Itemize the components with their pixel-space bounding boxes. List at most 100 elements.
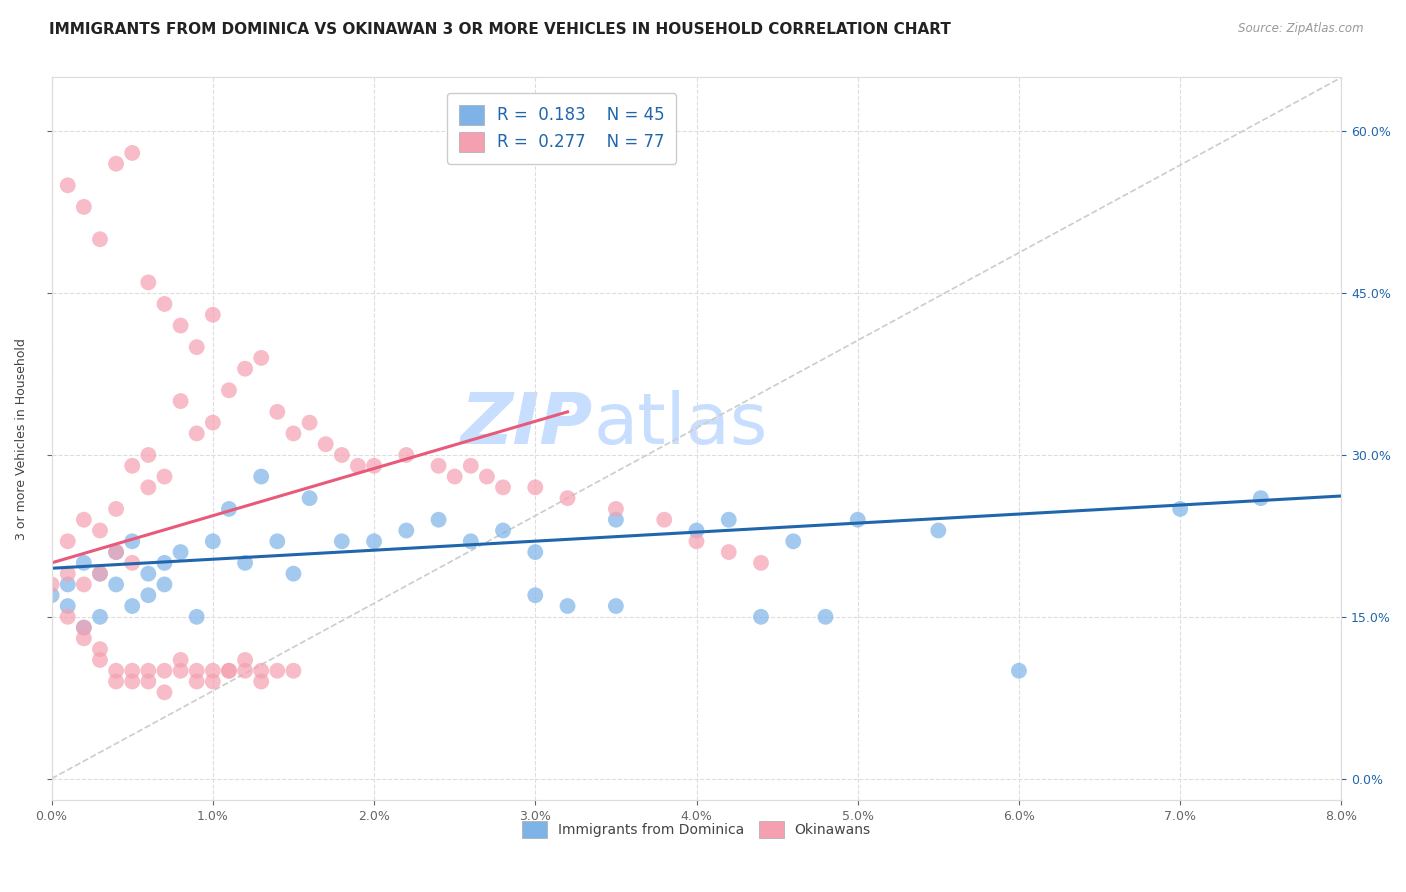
Point xyxy=(89,232,111,246)
Point xyxy=(121,458,143,473)
Point xyxy=(89,642,111,657)
Point xyxy=(443,469,465,483)
Point xyxy=(89,566,111,581)
Point xyxy=(201,534,224,549)
Text: atlas: atlas xyxy=(593,390,768,458)
Point xyxy=(105,502,128,516)
Point xyxy=(1250,491,1272,505)
Point xyxy=(717,513,740,527)
Point xyxy=(395,524,418,538)
Point xyxy=(201,664,224,678)
Point xyxy=(298,416,321,430)
Point xyxy=(56,178,79,193)
Point xyxy=(475,469,498,483)
Point xyxy=(169,664,191,678)
Point xyxy=(460,458,482,473)
Point xyxy=(201,308,224,322)
Point xyxy=(685,524,707,538)
Point xyxy=(138,664,160,678)
Point xyxy=(266,664,288,678)
Point xyxy=(89,609,111,624)
Point xyxy=(153,556,176,570)
Point xyxy=(524,588,547,602)
Text: IMMIGRANTS FROM DOMINICA VS OKINAWAN 3 OR MORE VEHICLES IN HOUSEHOLD CORRELATION: IMMIGRANTS FROM DOMINICA VS OKINAWAN 3 O… xyxy=(49,22,950,37)
Point xyxy=(121,674,143,689)
Point xyxy=(89,653,111,667)
Point xyxy=(218,664,240,678)
Point xyxy=(138,588,160,602)
Point xyxy=(153,469,176,483)
Point xyxy=(73,632,96,646)
Point xyxy=(138,448,160,462)
Point xyxy=(233,653,256,667)
Point xyxy=(41,588,63,602)
Point xyxy=(186,426,208,441)
Y-axis label: 3 or more Vehicles in Household: 3 or more Vehicles in Household xyxy=(15,338,28,540)
Point xyxy=(121,664,143,678)
Point xyxy=(266,405,288,419)
Point xyxy=(524,480,547,494)
Point xyxy=(557,599,579,613)
Point xyxy=(492,480,515,494)
Point xyxy=(41,577,63,591)
Point xyxy=(652,513,675,527)
Point xyxy=(121,556,143,570)
Point xyxy=(233,361,256,376)
Point xyxy=(105,577,128,591)
Point xyxy=(138,674,160,689)
Point xyxy=(846,513,869,527)
Point xyxy=(56,577,79,591)
Point xyxy=(605,502,627,516)
Point xyxy=(347,458,370,473)
Point xyxy=(73,577,96,591)
Point xyxy=(363,458,385,473)
Point xyxy=(121,145,143,160)
Point xyxy=(685,534,707,549)
Point xyxy=(186,674,208,689)
Point xyxy=(56,566,79,581)
Text: Source: ZipAtlas.com: Source: ZipAtlas.com xyxy=(1239,22,1364,36)
Point xyxy=(73,556,96,570)
Point xyxy=(56,609,79,624)
Point xyxy=(315,437,337,451)
Point xyxy=(266,534,288,549)
Point xyxy=(121,534,143,549)
Point xyxy=(186,664,208,678)
Point xyxy=(201,674,224,689)
Point xyxy=(605,513,627,527)
Point xyxy=(89,566,111,581)
Point xyxy=(363,534,385,549)
Point xyxy=(460,534,482,549)
Point xyxy=(814,609,837,624)
Point xyxy=(250,674,273,689)
Point xyxy=(153,297,176,311)
Point xyxy=(298,491,321,505)
Point xyxy=(283,426,305,441)
Point xyxy=(73,200,96,214)
Point xyxy=(233,556,256,570)
Point xyxy=(927,524,949,538)
Point xyxy=(138,566,160,581)
Point xyxy=(169,318,191,333)
Legend: Immigrants from Dominica, Okinawans: Immigrants from Dominica, Okinawans xyxy=(517,816,876,844)
Point xyxy=(717,545,740,559)
Point xyxy=(201,416,224,430)
Point xyxy=(1008,664,1031,678)
Point xyxy=(138,480,160,494)
Point xyxy=(56,599,79,613)
Point xyxy=(73,621,96,635)
Point xyxy=(121,599,143,613)
Point xyxy=(605,599,627,613)
Point xyxy=(56,534,79,549)
Point xyxy=(749,609,772,624)
Point xyxy=(169,394,191,409)
Point xyxy=(169,545,191,559)
Point xyxy=(250,469,273,483)
Point xyxy=(330,534,353,549)
Point xyxy=(1168,502,1191,516)
Point xyxy=(782,534,804,549)
Point xyxy=(138,276,160,290)
Point xyxy=(153,577,176,591)
Text: ZIP: ZIP xyxy=(461,390,593,458)
Point xyxy=(283,664,305,678)
